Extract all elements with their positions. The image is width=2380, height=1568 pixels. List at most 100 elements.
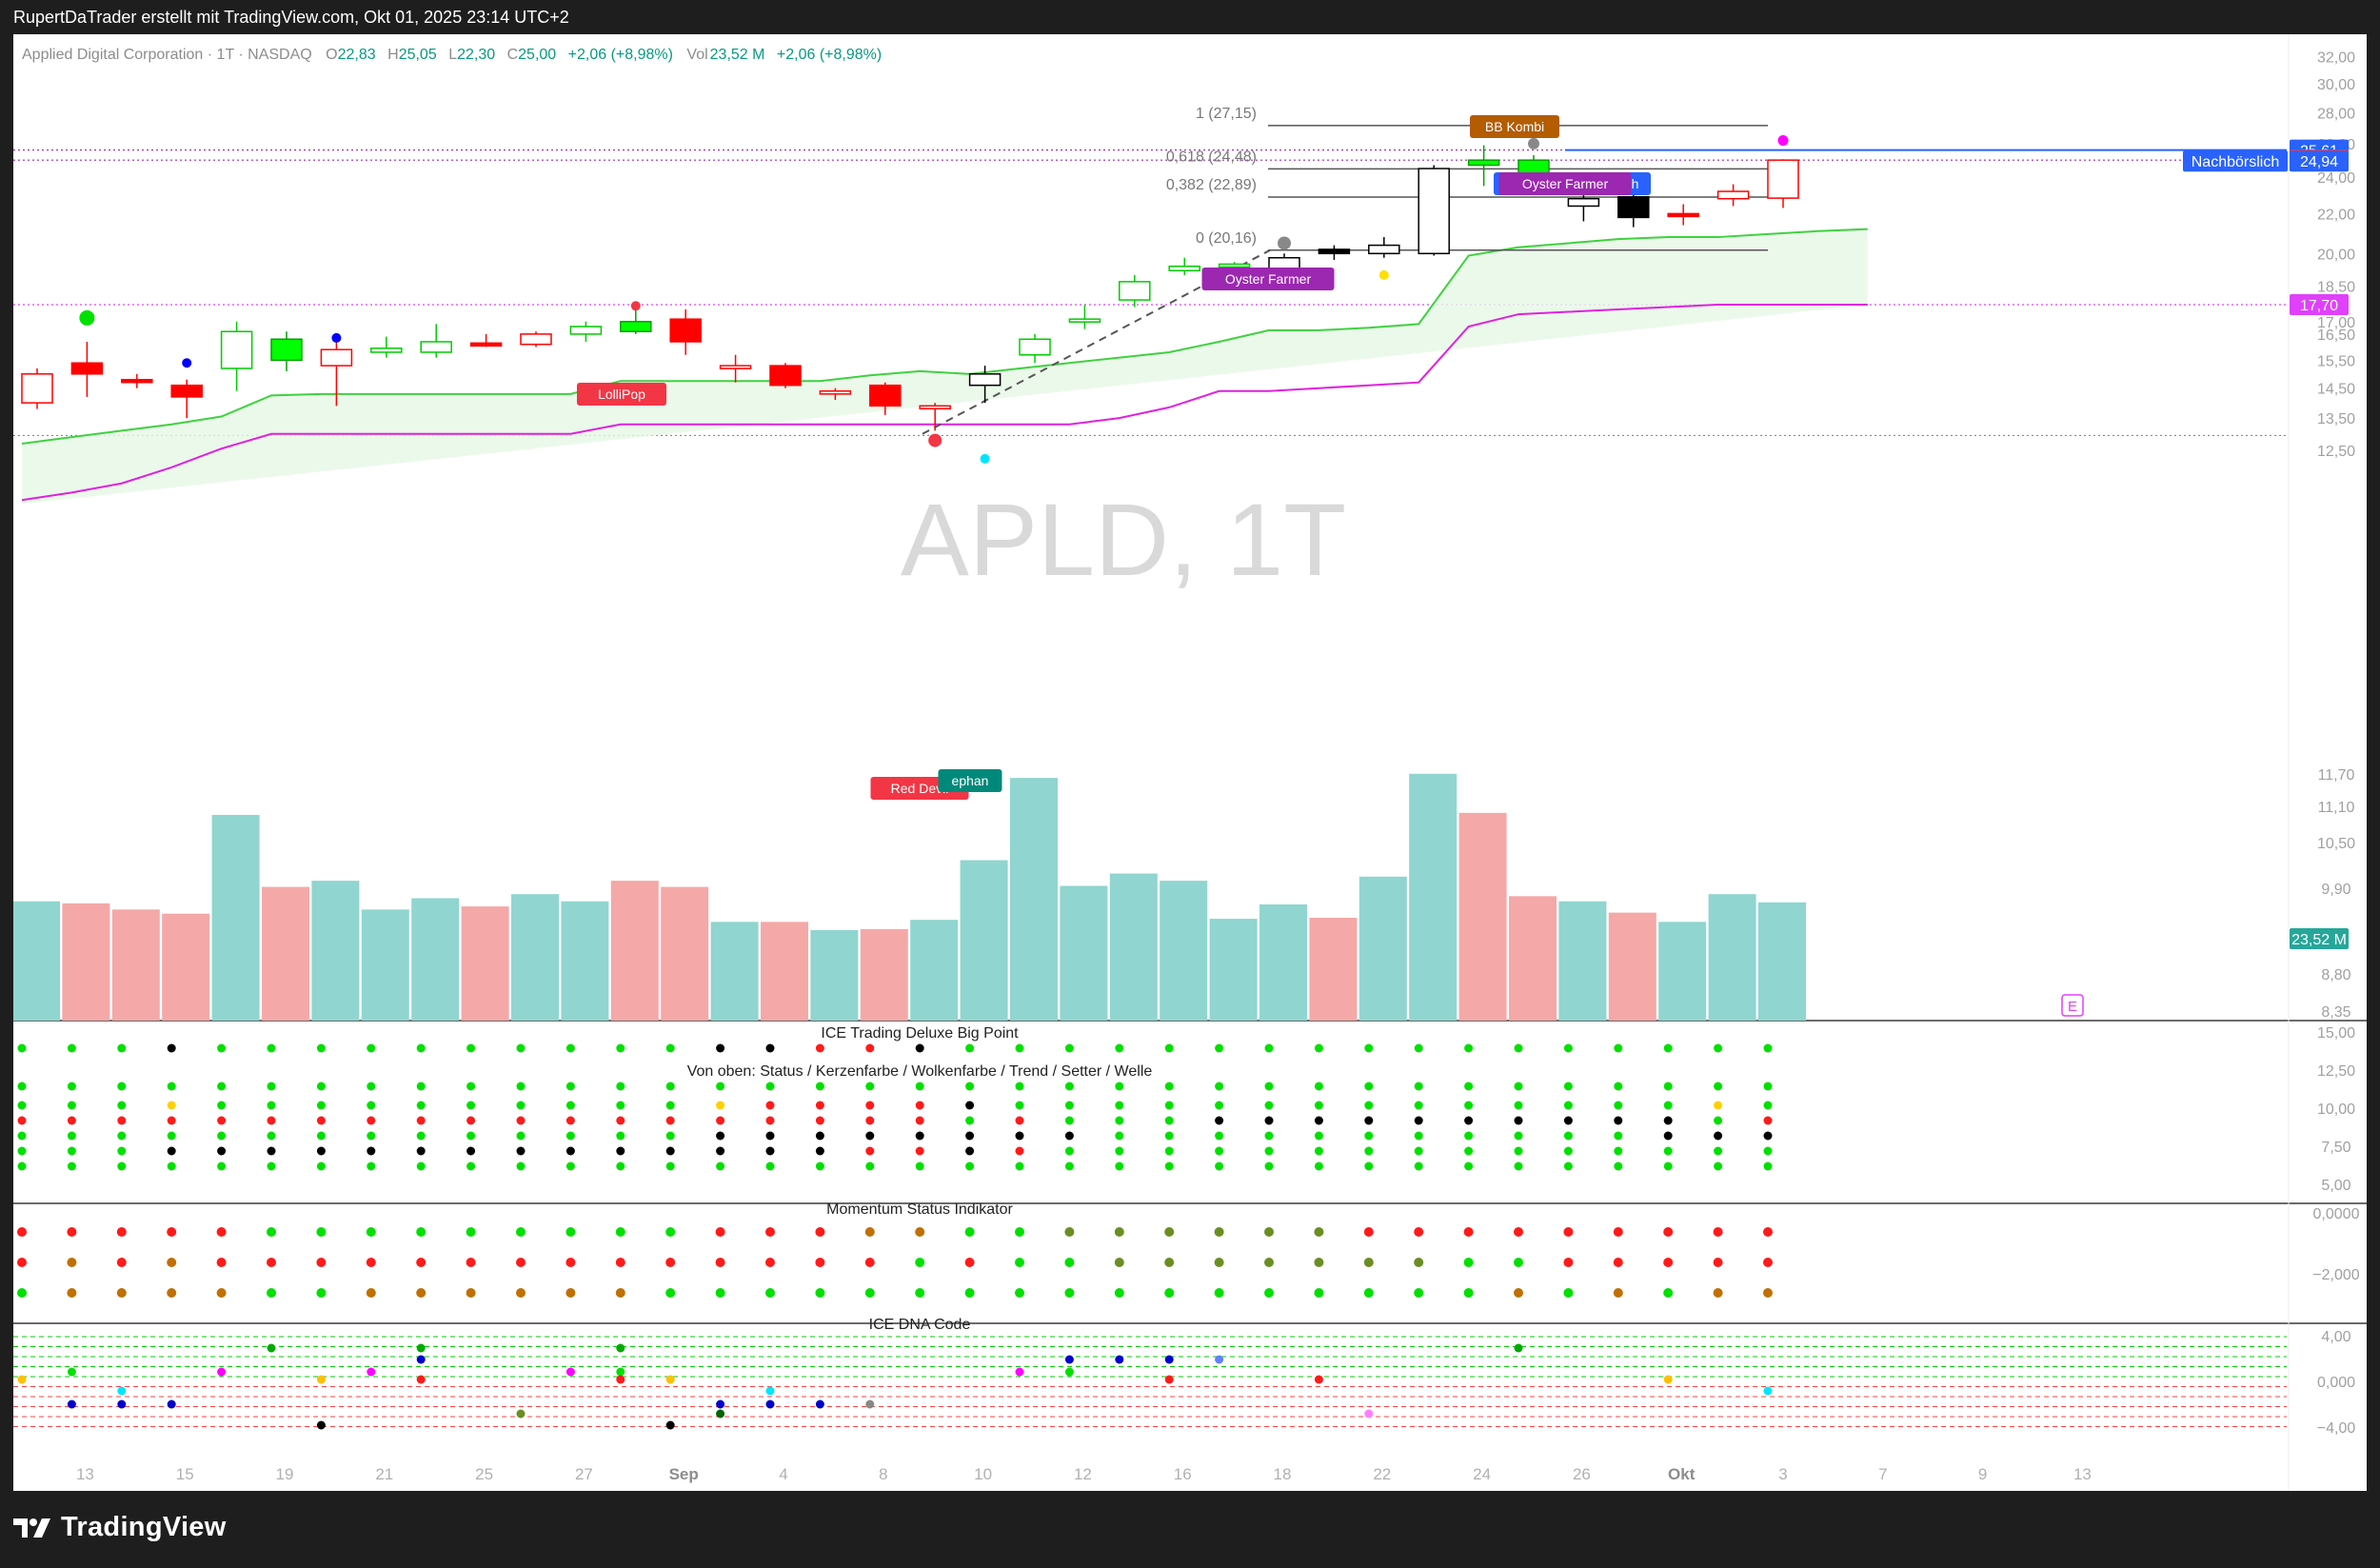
- big-point-dot[interactable]: [815, 1082, 824, 1091]
- volume-bar[interactable]: [1359, 876, 1407, 1021]
- big-point-dot[interactable]: [416, 1082, 426, 1091]
- signal-badge[interactable]: [1470, 115, 1559, 138]
- momentum-dot[interactable]: [1563, 1258, 1574, 1267]
- big-point-dot[interactable]: [915, 1101, 924, 1110]
- big-point-dot[interactable]: [1264, 1101, 1274, 1110]
- candle-body[interactable]: [819, 390, 852, 395]
- big-point-dot[interactable]: [1015, 1101, 1024, 1110]
- big-point-dot[interactable]: [1064, 1043, 1074, 1053]
- big-point-dot[interactable]: [516, 1146, 526, 1156]
- big-point-dot[interactable]: [1763, 1161, 1773, 1171]
- momentum-dot[interactable]: [615, 1258, 625, 1267]
- momentum-dot[interactable]: [1713, 1288, 1723, 1298]
- momentum-dot[interactable]: [216, 1288, 227, 1298]
- big-point-dot[interactable]: [1663, 1131, 1673, 1141]
- big-point-dot[interactable]: [117, 1161, 127, 1171]
- big-point-dot[interactable]: [1064, 1131, 1074, 1141]
- big-point-dot[interactable]: [316, 1082, 326, 1091]
- big-point-dot[interactable]: [367, 1082, 376, 1091]
- candle-body[interactable]: [719, 365, 752, 369]
- signal-badge[interactable]: [938, 769, 1002, 792]
- big-point-dot[interactable]: [815, 1146, 824, 1156]
- volume-bar[interactable]: [162, 913, 210, 1021]
- volume-bar[interactable]: [62, 903, 110, 1021]
- momentum-dot[interactable]: [964, 1258, 975, 1267]
- signal-badge[interactable]: [1498, 172, 1632, 195]
- volume-bar[interactable]: [561, 901, 609, 1021]
- big-point-dot[interactable]: [1614, 1043, 1623, 1053]
- price-axis-badge[interactable]: [2290, 150, 2349, 172]
- momentum-dot[interactable]: [67, 1258, 77, 1267]
- volume-bar[interactable]: [860, 928, 908, 1021]
- momentum-dot[interactable]: [366, 1258, 376, 1267]
- candle-body[interactable]: [469, 342, 503, 347]
- big-point-dot[interactable]: [67, 1116, 76, 1125]
- big-point-dot[interactable]: [815, 1101, 824, 1110]
- momentum-dot[interactable]: [267, 1227, 276, 1237]
- big-point-dot[interactable]: [1714, 1161, 1723, 1171]
- big-point-dot[interactable]: [1264, 1082, 1274, 1091]
- big-point-dot[interactable]: [267, 1161, 276, 1171]
- momentum-dot[interactable]: [1463, 1227, 1474, 1237]
- candle-body[interactable]: [1019, 338, 1051, 356]
- big-point-dot[interactable]: [1514, 1146, 1523, 1156]
- big-point-dot[interactable]: [716, 1043, 725, 1053]
- big-point-dot[interactable]: [1614, 1131, 1623, 1141]
- big-point-dot[interactable]: [1215, 1116, 1224, 1125]
- volume-bar[interactable]: [610, 881, 659, 1021]
- momentum-dot[interactable]: [1463, 1258, 1474, 1267]
- big-point-dot[interactable]: [67, 1101, 76, 1110]
- big-point-dot[interactable]: [1064, 1101, 1074, 1110]
- big-point-dot[interactable]: [1763, 1146, 1773, 1156]
- big-point-dot[interactable]: [765, 1082, 775, 1091]
- big-point-dot[interactable]: [367, 1043, 376, 1053]
- momentum-dot[interactable]: [1314, 1258, 1324, 1267]
- dna-dot[interactable]: [616, 1343, 625, 1353]
- big-point-dot[interactable]: [1164, 1116, 1174, 1125]
- big-point-dot[interactable]: [17, 1116, 27, 1125]
- big-point-dot[interactable]: [117, 1101, 127, 1110]
- big-point-dot[interactable]: [367, 1116, 376, 1125]
- dna-dot[interactable]: [1015, 1367, 1024, 1377]
- big-point-dot[interactable]: [1015, 1146, 1024, 1156]
- momentum-dot[interactable]: [1414, 1258, 1424, 1267]
- volume-bar[interactable]: [361, 909, 409, 1021]
- volume-bar[interactable]: [511, 894, 559, 1021]
- signal-dot[interactable]: [79, 309, 95, 326]
- momentum-dot[interactable]: [815, 1288, 825, 1298]
- momentum-dot[interactable]: [715, 1227, 725, 1237]
- big-point-dot[interactable]: [616, 1131, 625, 1141]
- candle-body[interactable]: [70, 362, 104, 375]
- momentum-dot[interactable]: [1164, 1288, 1175, 1298]
- big-point-dot[interactable]: [1663, 1043, 1673, 1053]
- dna-dot[interactable]: [316, 1420, 326, 1430]
- big-point-dot[interactable]: [965, 1116, 975, 1125]
- big-point-dot[interactable]: [1064, 1146, 1074, 1156]
- big-point-dot[interactable]: [17, 1082, 27, 1091]
- momentum-dot[interactable]: [1663, 1258, 1674, 1267]
- momentum-dot[interactable]: [1713, 1227, 1723, 1237]
- momentum-dot[interactable]: [665, 1258, 676, 1267]
- big-point-dot[interactable]: [565, 1161, 575, 1171]
- momentum-dot[interactable]: [1363, 1258, 1374, 1267]
- big-point-dot[interactable]: [865, 1146, 875, 1156]
- big-point-dot[interactable]: [1314, 1101, 1323, 1110]
- big-point-dot[interactable]: [665, 1116, 675, 1125]
- big-point-dot[interactable]: [17, 1101, 27, 1110]
- momentum-dot[interactable]: [1713, 1258, 1723, 1267]
- momentum-dot[interactable]: [1164, 1258, 1175, 1267]
- big-point-dot[interactable]: [117, 1146, 127, 1156]
- volume-bar[interactable]: [211, 815, 260, 1021]
- big-point-dot[interactable]: [965, 1043, 975, 1053]
- big-point-dot[interactable]: [616, 1043, 625, 1053]
- big-point-dot[interactable]: [367, 1101, 376, 1110]
- big-point-dot[interactable]: [616, 1116, 625, 1125]
- big-point-dot[interactable]: [267, 1082, 276, 1091]
- momentum-dot[interactable]: [416, 1258, 426, 1267]
- big-point-dot[interactable]: [1614, 1146, 1623, 1156]
- signal-dot[interactable]: [630, 301, 641, 311]
- big-point-dot[interactable]: [716, 1082, 725, 1091]
- big-point-dot[interactable]: [217, 1161, 227, 1171]
- big-point-dot[interactable]: [1714, 1082, 1723, 1091]
- momentum-dot[interactable]: [864, 1227, 875, 1237]
